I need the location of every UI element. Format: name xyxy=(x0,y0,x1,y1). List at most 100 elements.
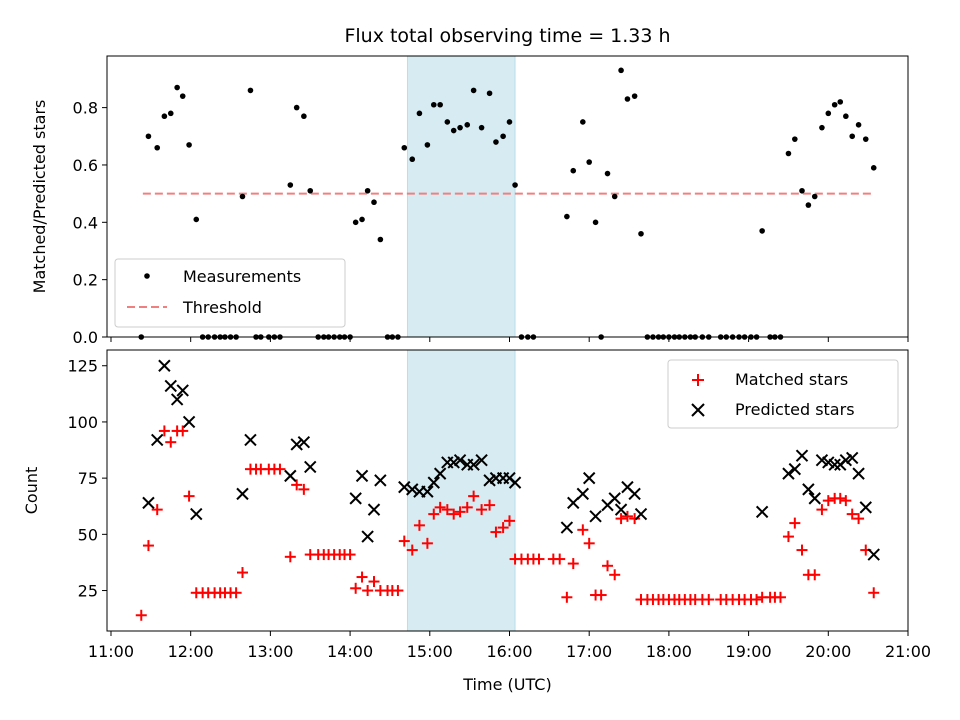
predicted-star-point xyxy=(355,469,369,483)
measurement-point xyxy=(371,199,377,206)
matched-star-point xyxy=(853,513,865,525)
matched-star-point xyxy=(602,560,614,572)
measurement-point xyxy=(631,93,638,99)
top-y-ticks: 0.0 0.2 0.4 0.6 0.8 xyxy=(73,99,107,347)
matched-star-point xyxy=(177,425,189,437)
measurement-point xyxy=(805,202,812,208)
measurement-point xyxy=(564,213,570,220)
top-panel: 0.0 0.2 0.4 0.6 0.8 Flux total observing tim… xyxy=(30,25,909,347)
matched-star-point xyxy=(490,526,502,538)
predicted-star-point xyxy=(367,503,381,516)
matched-star-point xyxy=(413,519,425,531)
predicted-star-point xyxy=(802,483,815,496)
matched-star-point xyxy=(583,537,595,549)
measurement-point xyxy=(799,187,805,194)
measurement-point xyxy=(611,193,618,200)
matched-star-point xyxy=(344,549,356,561)
measurement-point xyxy=(301,113,307,120)
matched-star-point xyxy=(868,587,880,599)
predicted-star-point xyxy=(560,521,574,534)
measurement-point xyxy=(247,87,254,94)
x-tick-label: 15:00 xyxy=(407,642,453,661)
predicted-star-point xyxy=(406,483,419,496)
bottom-y-tick-label: 100 xyxy=(67,413,98,432)
bottom-axes-frame xyxy=(106,349,909,632)
measurement-point xyxy=(409,156,416,163)
matched-star-point xyxy=(350,582,362,594)
measurement-point xyxy=(179,93,186,99)
legend-label-threshold: Threshold xyxy=(182,298,262,317)
measurement-point xyxy=(592,219,599,226)
predicted-star-point xyxy=(614,503,628,516)
predicted-star-point xyxy=(567,496,580,510)
measurement-point xyxy=(831,101,838,108)
matched-star-point xyxy=(782,531,794,543)
predicted-star-point xyxy=(755,505,769,519)
matched-stars-series xyxy=(135,425,880,621)
measurement-point xyxy=(512,182,518,188)
measurement-point xyxy=(145,133,152,140)
measurement-point xyxy=(193,216,200,223)
predicted-star-point xyxy=(582,471,596,485)
x-tick-label: 17:00 xyxy=(566,642,612,661)
predicted-star-point xyxy=(164,379,177,393)
matched-star-point xyxy=(441,504,453,516)
predicted-star-point xyxy=(859,501,872,514)
matched-star-point xyxy=(751,594,763,606)
x-tick-label: 11:00 xyxy=(88,642,134,661)
top-y-tick-label: 0.4 xyxy=(73,213,98,232)
matched-star-point xyxy=(484,499,496,511)
predicted-star-point xyxy=(852,467,865,480)
top-y-tick-label: 0.0 xyxy=(73,328,98,347)
matched-star-point xyxy=(158,425,170,437)
measurement-point xyxy=(855,122,862,128)
matched-star-point xyxy=(834,492,846,504)
matched-star-point xyxy=(142,540,154,552)
predicted-star-point xyxy=(589,510,602,523)
matched-star-point xyxy=(822,495,834,507)
measurement-point xyxy=(785,150,792,157)
x-tick-label: 19:00 xyxy=(726,642,772,661)
matched-star-point xyxy=(577,524,589,536)
x-tick-label: 16:00 xyxy=(486,642,532,661)
predicted-stars-series xyxy=(142,359,880,561)
predicted-star-point xyxy=(576,487,590,501)
matched-star-point xyxy=(135,609,147,621)
measurement-point xyxy=(307,187,314,194)
matched-star-point xyxy=(476,504,488,516)
matched-star-point xyxy=(840,495,852,507)
measurement-point xyxy=(837,99,844,105)
matched-star-point xyxy=(434,501,446,513)
x-axis-label: Time (UTC) xyxy=(462,675,551,694)
x-tick-label: 14:00 xyxy=(327,642,373,661)
matched-star-point xyxy=(392,585,404,597)
predicted-star-point xyxy=(808,492,821,505)
measurement-point xyxy=(416,110,423,117)
matched-star-point xyxy=(368,576,380,588)
measurement-point xyxy=(570,167,577,174)
predicted-star-point xyxy=(467,458,480,471)
predicted-star-point xyxy=(304,460,317,474)
matched-star-point xyxy=(151,504,163,516)
matched-star-point xyxy=(774,591,786,603)
predicted-star-point xyxy=(795,449,809,462)
predicted-star-point xyxy=(867,548,880,561)
matched-star-point xyxy=(809,569,821,581)
matched-star-point xyxy=(454,506,466,518)
measurement-point xyxy=(759,228,765,234)
measurement-point xyxy=(352,219,359,226)
x-tick-label: 20:00 xyxy=(805,642,851,661)
measurement-point xyxy=(819,124,825,131)
top-y-tick-label: 0.2 xyxy=(73,271,98,290)
matched-star-point xyxy=(554,553,566,565)
legend-marker-predicted xyxy=(691,403,705,417)
top-highlight-span xyxy=(406,55,516,338)
bottom-legend: Matched stars Predicted stars xyxy=(667,359,899,429)
top-axes-frame xyxy=(106,55,909,338)
bottom-x-ticks: 11:00 12:00 13:00 14:00 15:00 16:00 17:00 18:00… xyxy=(88,631,931,661)
predicted-star-point xyxy=(349,492,362,505)
measurement-point xyxy=(293,104,300,111)
x-tick-label: 13:00 xyxy=(247,642,293,661)
matched-star-point xyxy=(428,508,440,520)
legend-label-matched: Matched stars xyxy=(735,370,848,389)
